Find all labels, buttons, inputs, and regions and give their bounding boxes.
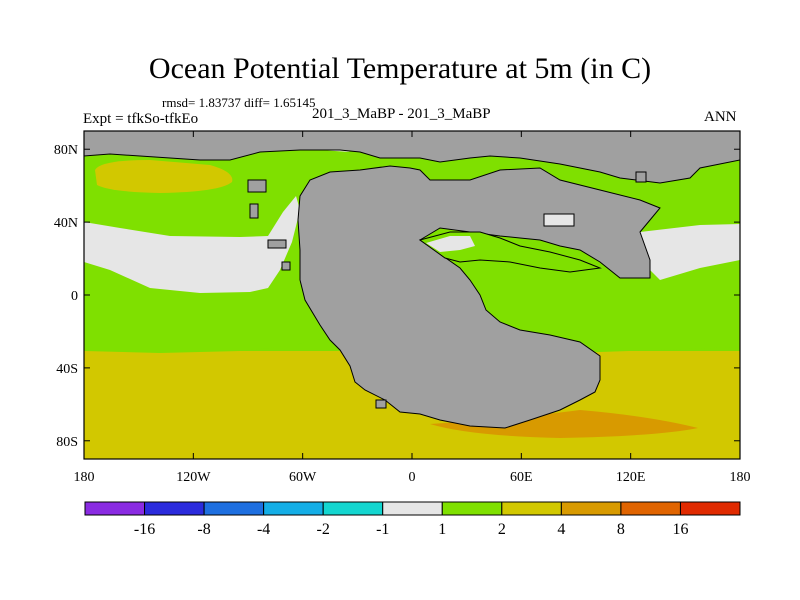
colorbar-label: -16 bbox=[134, 521, 155, 538]
lat-tick-label: 80S bbox=[56, 435, 78, 450]
case-label: 201_3_MaBP - 201_3_MaBP bbox=[312, 106, 491, 122]
land-supercontinent bbox=[297, 165, 661, 429]
land-arctic bbox=[83, 130, 741, 184]
lat-tick-label: 0 bbox=[71, 289, 78, 304]
lon-tick-label: 180 bbox=[74, 470, 95, 485]
stats-label: rmsd= 1.83737 diff= 1.65145 bbox=[162, 95, 316, 110]
north-pacific-olive-patch bbox=[95, 160, 233, 193]
island bbox=[249, 203, 259, 219]
colorbar-label: 8 bbox=[617, 521, 625, 538]
colorbar-swatch bbox=[679, 501, 741, 516]
island bbox=[543, 213, 575, 227]
colorbar-swatch bbox=[203, 501, 265, 516]
lon-tick-label: 120E bbox=[616, 470, 646, 485]
colorbar-swatch bbox=[84, 501, 146, 516]
colorbar-swatch bbox=[441, 501, 503, 516]
experiment-label: Expt = tfkSo-tfkEo bbox=[83, 111, 199, 127]
colorbar-label: 1 bbox=[438, 521, 446, 538]
lon-tick-label: 120W bbox=[176, 470, 211, 485]
latitude-ticks: 80N 40N 0 40S 80S bbox=[54, 143, 740, 450]
colorbar-swatch bbox=[382, 501, 443, 516]
subtropical-grey-band-west bbox=[84, 196, 300, 293]
colorbar-label: -8 bbox=[197, 521, 210, 538]
colorbar-swatch bbox=[263, 501, 324, 516]
colorbar-swatch bbox=[322, 501, 384, 516]
tethys-grey-patch bbox=[426, 236, 475, 252]
colorbar-swatch bbox=[501, 501, 562, 516]
map-title: Ocean Potential Temperature at 5m (in C) bbox=[148, 52, 652, 85]
colorbar-swatch bbox=[560, 501, 622, 516]
island bbox=[281, 261, 291, 271]
colorbar-swatch bbox=[620, 501, 681, 516]
lon-tick-label: 0 bbox=[409, 470, 416, 485]
season-label: ANN bbox=[704, 109, 737, 125]
lon-tick-label: 60W bbox=[289, 470, 317, 485]
colorbar: -16 -8 -4 -2 -1 1 2 4 8 16 bbox=[84, 501, 741, 538]
map-field bbox=[83, 130, 741, 460]
colorbar-label: 2 bbox=[498, 521, 506, 538]
colorbar-swatch bbox=[144, 501, 205, 516]
colorbar-label: -4 bbox=[257, 521, 270, 538]
island bbox=[247, 179, 267, 193]
island bbox=[635, 171, 647, 183]
colorbar-label: 16 bbox=[672, 521, 688, 538]
lon-tick-label: 180 bbox=[730, 470, 751, 485]
colorbar-label: -1 bbox=[376, 521, 389, 538]
longitude-ticks: 180 120W 60W 0 60E 120E 180 bbox=[74, 131, 751, 485]
lon-tick-label: 60E bbox=[510, 470, 533, 485]
southern-ocean-orange-patch bbox=[430, 410, 698, 438]
lat-tick-label: 40S bbox=[56, 362, 78, 377]
island bbox=[267, 239, 287, 249]
colorbar-label: 4 bbox=[557, 521, 565, 538]
lat-tick-label: 80N bbox=[54, 143, 78, 158]
island bbox=[375, 399, 387, 409]
colorbar-label: -2 bbox=[317, 521, 330, 538]
subtropical-grey-band-east bbox=[640, 224, 740, 280]
lat-tick-label: 40N bbox=[54, 216, 78, 231]
